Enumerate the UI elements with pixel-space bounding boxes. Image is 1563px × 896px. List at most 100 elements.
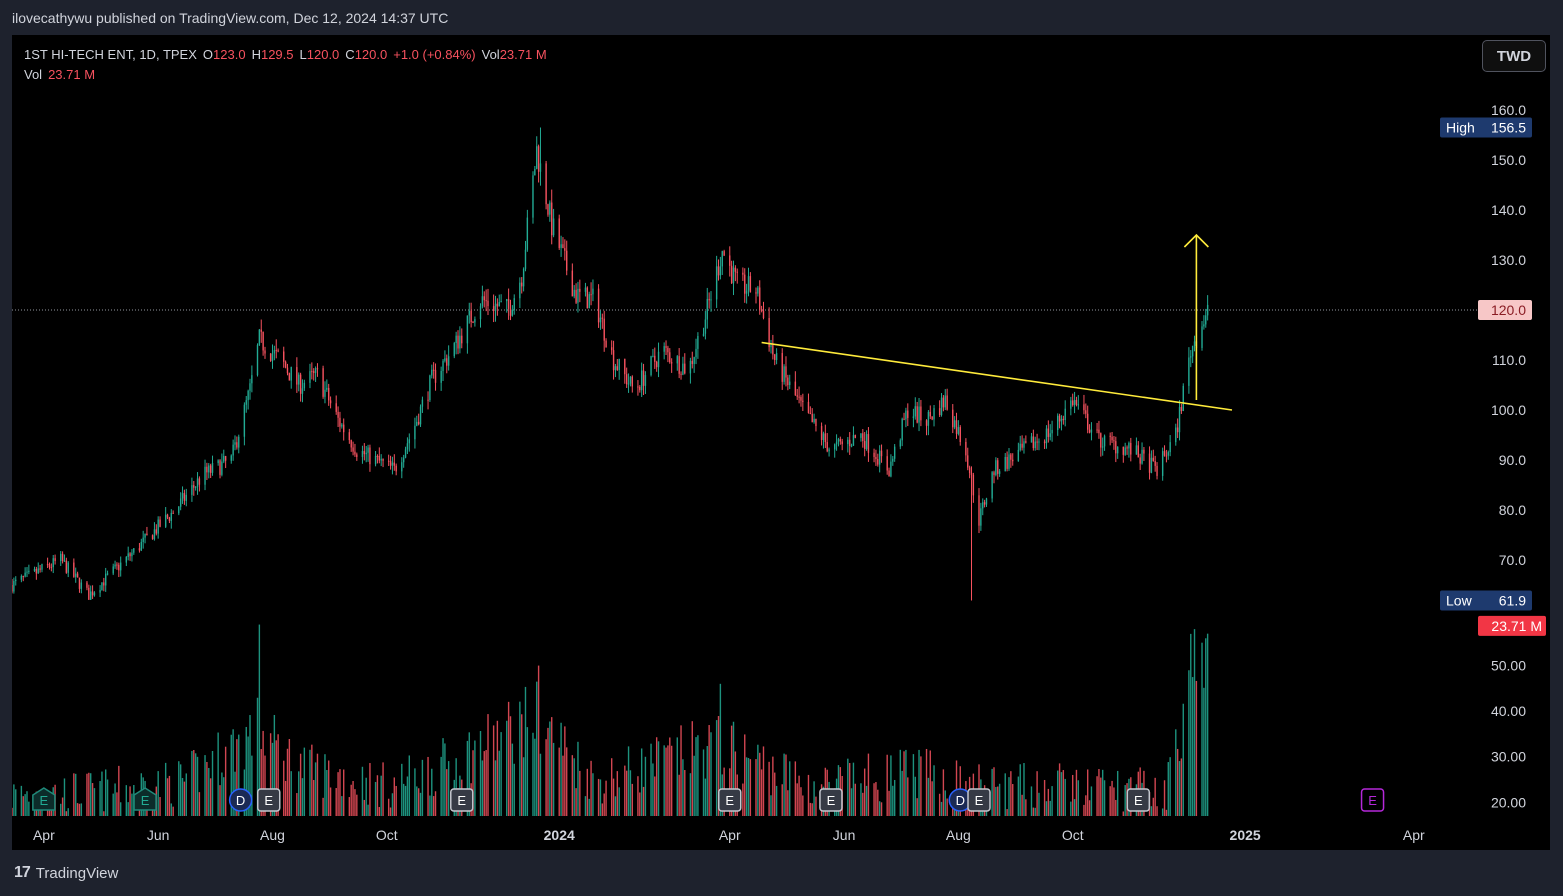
candle-body <box>114 564 116 567</box>
event-marker-label: E <box>975 793 984 808</box>
candle-body <box>1085 410 1087 414</box>
volume-bar <box>854 783 857 816</box>
candle-body <box>442 360 444 371</box>
volume-bar <box>1025 799 1027 816</box>
candle-body <box>892 458 894 462</box>
candle-body <box>1109 435 1111 437</box>
volume-bar <box>929 750 931 816</box>
candlestick-chart[interactable]: 170.0160.0150.0140.0130.0120.0110.0100.0… <box>12 35 1550 850</box>
volume-bar <box>848 763 851 816</box>
time-axis-tick: Apr <box>1403 827 1425 843</box>
candle-body <box>1169 442 1171 453</box>
volume-bar <box>521 714 523 816</box>
candle-body <box>734 267 737 272</box>
volume-bar <box>26 791 28 816</box>
candle-body <box>39 568 41 570</box>
candle-body <box>749 276 752 293</box>
volume-bar <box>13 784 15 816</box>
earnings-marker-icon[interactable] <box>133 787 157 811</box>
candle-body <box>13 581 15 592</box>
legend-open-value: 123.0 <box>213 47 246 62</box>
volume-bar <box>1190 633 1192 816</box>
volume-bar <box>170 803 172 816</box>
candle-body <box>290 367 292 381</box>
earnings-marker-icon[interactable] <box>450 788 474 812</box>
candle-body <box>710 299 712 301</box>
volume-bar <box>1051 786 1053 816</box>
dividend-marker-icon[interactable] <box>228 788 253 812</box>
chart-pane[interactable]: 170.0160.0150.0140.0130.0120.0110.0100.0… <box>12 35 1550 850</box>
earnings-marker-icon[interactable] <box>718 788 742 812</box>
candle-body <box>277 350 279 352</box>
earnings-marker-icon[interactable] <box>256 788 281 812</box>
volume-bar <box>275 740 277 816</box>
volume-bar <box>164 762 167 816</box>
volume-bar <box>551 717 553 816</box>
volume-bar <box>524 686 527 816</box>
trendline[interactable] <box>761 341 1233 411</box>
earnings-marker-icon[interactable] <box>1126 788 1151 812</box>
candle-body <box>461 335 463 344</box>
volume-bar <box>892 785 894 816</box>
candle-body <box>299 374 302 394</box>
volume-bar <box>519 701 521 816</box>
volume-bar <box>116 792 118 816</box>
volume-bar <box>710 732 712 816</box>
candle-body <box>378 456 381 461</box>
volume-bar <box>442 738 444 816</box>
currency-button[interactable]: TWD <box>1482 40 1546 72</box>
candle-body <box>893 446 896 459</box>
candle-body <box>826 442 828 452</box>
earnings-marker-icon[interactable] <box>819 788 843 812</box>
volume-bar <box>1070 801 1072 816</box>
candle-body <box>408 439 410 444</box>
candle-body <box>1021 443 1023 448</box>
volume-bar <box>90 773 92 816</box>
candle-body <box>198 478 201 485</box>
volume-bar <box>91 783 94 816</box>
candle-body <box>496 303 499 307</box>
volume-bar <box>20 785 23 816</box>
legend-volume-indicator-label[interactable]: Vol <box>24 67 43 82</box>
candle-body <box>432 369 435 371</box>
candle-body <box>348 432 351 441</box>
candle-body <box>101 582 103 591</box>
candle-body <box>166 514 169 518</box>
volume-bar <box>599 779 602 816</box>
volume-bar <box>221 772 223 816</box>
candle-body <box>76 573 79 578</box>
volume-bar <box>995 786 997 816</box>
candle-body <box>337 411 339 418</box>
candle-body <box>86 582 88 588</box>
legend-symbol[interactable]: 1ST HI-TECH ENT, 1D, TPEX <box>24 47 197 62</box>
breakout-arrow-head[interactable] <box>1183 233 1209 248</box>
candle-body <box>500 301 502 303</box>
candle-body <box>938 408 941 416</box>
volume-bar <box>1073 799 1076 816</box>
candle-body <box>208 465 210 473</box>
candle-body <box>521 282 523 287</box>
earnings-marker-icon[interactable] <box>1360 788 1385 812</box>
volume-bar <box>1154 777 1156 816</box>
candle-body <box>1075 399 1078 405</box>
volume-bar <box>93 788 96 816</box>
volume-bar <box>526 727 529 816</box>
candle-body <box>820 426 823 441</box>
candle-body <box>1193 341 1196 347</box>
earnings-marker-icon[interactable] <box>32 787 56 811</box>
volume-bar <box>747 758 750 816</box>
earnings-marker-icon[interactable] <box>967 788 991 812</box>
volume-bar <box>865 785 868 816</box>
chart-legend: 1ST HI-TECH ENT, 1D, TPEX O123.0 H129.5 L12… <box>24 45 553 85</box>
volume-bar <box>119 802 122 816</box>
volume-bar <box>745 757 748 816</box>
volume-bar <box>369 763 371 816</box>
volume-bar <box>507 701 510 816</box>
candle-body <box>1141 449 1143 464</box>
footer-brand[interactable]: 17 TradingView <box>14 864 118 882</box>
volume-bar <box>1115 799 1117 816</box>
time-axis-tick: Apr <box>33 827 55 843</box>
candle-body <box>539 163 542 172</box>
candle-body <box>978 495 980 526</box>
volume-bar <box>238 734 240 816</box>
